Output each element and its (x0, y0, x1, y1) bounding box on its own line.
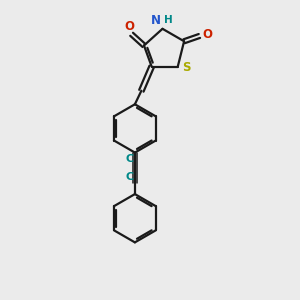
Text: C: C (125, 154, 134, 164)
Text: O: O (202, 28, 212, 41)
Text: S: S (182, 61, 190, 74)
Text: O: O (124, 20, 135, 32)
Text: N: N (151, 14, 161, 27)
Text: H: H (164, 15, 173, 25)
Text: C: C (125, 172, 134, 182)
